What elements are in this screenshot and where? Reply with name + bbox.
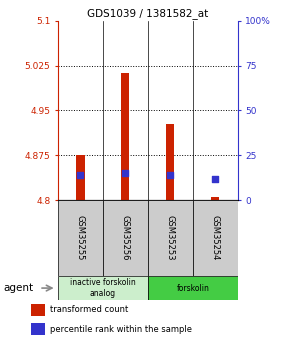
Bar	[122, 73, 129, 200]
Title: GDS1039 / 1381582_at: GDS1039 / 1381582_at	[87, 9, 209, 19]
Point	[168, 172, 173, 178]
Text: GSM35256: GSM35256	[121, 215, 130, 261]
Bar	[58, 276, 148, 300]
Bar	[58, 200, 103, 276]
Bar	[31, 304, 45, 316]
Bar	[148, 200, 193, 276]
Point	[213, 176, 218, 181]
Bar	[166, 124, 174, 200]
Point	[123, 170, 128, 176]
Bar	[148, 276, 238, 300]
Text: inactive forskolin
analog: inactive forskolin analog	[70, 278, 136, 298]
Text: agent: agent	[3, 283, 33, 293]
Bar	[77, 155, 84, 200]
Bar	[211, 197, 219, 200]
Text: forskolin: forskolin	[176, 284, 209, 293]
Point	[78, 172, 83, 178]
Text: percentile rank within the sample: percentile rank within the sample	[50, 325, 192, 334]
Bar	[103, 200, 148, 276]
Text: GSM35255: GSM35255	[76, 215, 85, 261]
Bar	[31, 323, 45, 335]
Bar	[193, 200, 238, 276]
Text: transformed count: transformed count	[50, 305, 128, 314]
Text: GSM35254: GSM35254	[211, 215, 220, 261]
Text: GSM35253: GSM35253	[166, 215, 175, 261]
